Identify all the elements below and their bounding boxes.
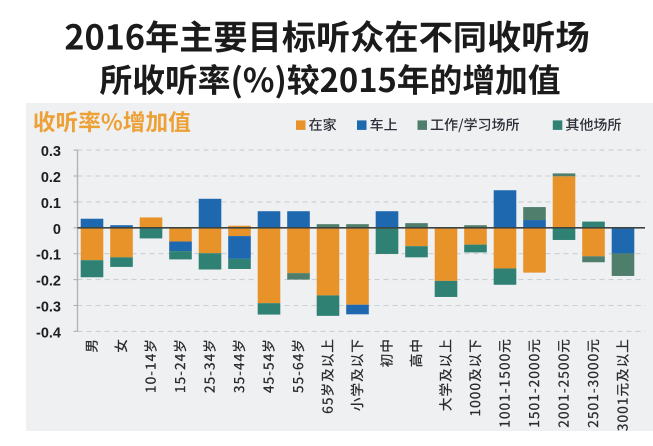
svg-text:-0.4: -0.4 <box>36 325 61 341</box>
svg-text:0.2: 0.2 <box>41 170 61 186</box>
svg-text:-0.1: -0.1 <box>36 248 61 264</box>
svg-text:-0.2: -0.2 <box>36 274 61 290</box>
svg-text:-0.3: -0.3 <box>36 300 61 316</box>
svg-text:0.1: 0.1 <box>41 196 61 212</box>
svg-text:0.3: 0.3 <box>41 144 61 160</box>
svg-text:0: 0 <box>53 222 61 238</box>
